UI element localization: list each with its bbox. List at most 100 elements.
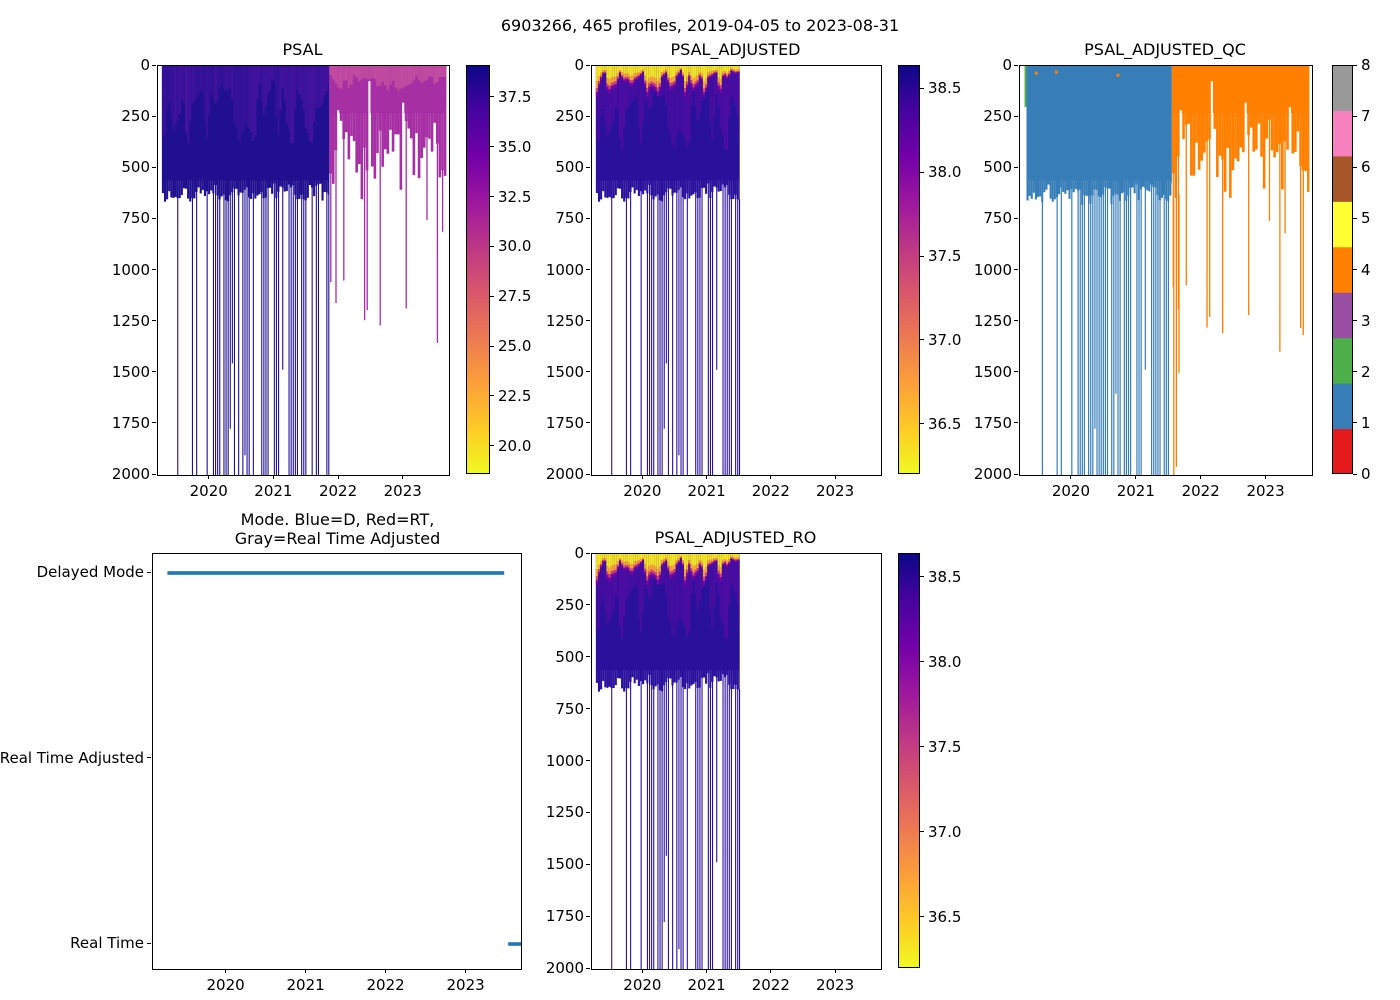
qc-x-tickmark	[1070, 475, 1072, 479]
adj-x-tickmark	[706, 475, 708, 479]
psal-colorbar-tickmark	[490, 345, 494, 347]
ro-y-tickmark	[586, 604, 590, 606]
psal-colorbar-tickmark	[490, 445, 494, 447]
mode-y-tick-label: Real Time	[70, 934, 144, 952]
mode-y-tick-label: Delayed Mode	[36, 563, 144, 581]
psal-colorbar-tick-label: 35.0	[498, 137, 532, 156]
qc-y-tick-label: 500	[983, 158, 1012, 177]
adj-colorbar-tick-label: 37.5	[928, 247, 962, 266]
qc-colorbar-tick-label: 2	[1361, 362, 1371, 381]
psal-colorbar	[466, 65, 490, 474]
ro-x-tickmark	[834, 969, 836, 973]
adj-y-tickmark	[586, 422, 590, 424]
qc-y-tick-label: 2000	[973, 465, 1012, 483]
adj-x-tickmark	[641, 475, 643, 479]
psal-x-tickmark	[272, 475, 274, 479]
qc-y-tickmark	[1014, 320, 1018, 322]
adj-y-tick-label: 1000	[545, 260, 584, 279]
qc-y-tick-label: 1000	[973, 260, 1012, 279]
panel-title-psal: PSAL	[282, 40, 323, 59]
adj-colorbar-tick-label: 36.5	[928, 414, 962, 433]
psal-adjusted-ro-heatmap-axes	[591, 553, 882, 970]
ro-x-tick-label: 2023	[815, 976, 855, 994]
ro-colorbar-tickmark	[920, 661, 924, 663]
psal-y-tick-label: 1750	[111, 413, 150, 432]
qc-colorbar-tickmark	[1353, 269, 1357, 270]
adj-y-tickmark	[586, 473, 590, 475]
psal-x-tick-label: 2021	[254, 482, 293, 500]
qc-y-tick-label: 1250	[973, 311, 1012, 330]
ro-heatmap	[595, 554, 741, 969]
adj-y-tickmark	[586, 115, 590, 117]
mode-y-tickmark	[147, 757, 151, 758]
adj-y-tick-label: 1750	[545, 413, 584, 432]
ro-colorbar-tickmark	[920, 831, 924, 833]
qc-colorbar-tickmark	[1353, 422, 1357, 424]
qc-colorbar-tick-label: 1	[1361, 413, 1371, 432]
ro-y-tick-label: 750	[555, 699, 584, 718]
qc-y-tickmark	[1014, 269, 1018, 270]
mode-x-tickmark	[305, 969, 307, 973]
ro-y-tickmark	[586, 760, 590, 761]
adj-x-tick-label: 2021	[687, 482, 726, 500]
mode-x-tick-label: 2021	[286, 976, 325, 994]
adj-colorbar-tickmark	[920, 171, 924, 173]
adj-colorbar-tick-label: 38.5	[928, 79, 962, 98]
qc-colorbar-tick-label: 0	[1361, 465, 1371, 483]
psal-y-tick-label: 500	[121, 158, 150, 177]
psal-y-tick-label: 0	[140, 56, 150, 74]
psal-adjusted-qc-colorbar	[1332, 65, 1353, 475]
ro-y-tick-label: 500	[555, 647, 584, 666]
mode-line-axes	[152, 553, 522, 970]
adj-y-tickmark	[586, 320, 590, 322]
psal-y-tick-label: 750	[121, 209, 150, 228]
qc-colorbar-tickmark	[1353, 473, 1357, 475]
qc-colorbar-tick-label: 7	[1361, 107, 1371, 126]
ro-x-tick-label: 2021	[687, 976, 726, 994]
ro-y-tick-label: 1250	[545, 803, 584, 822]
qc-x-tickmark	[1135, 475, 1137, 479]
adj-x-tickmark	[834, 475, 836, 479]
ro-x-tick-label: 2022	[751, 976, 790, 994]
ro-y-tick-label: 1500	[545, 855, 584, 874]
psal-heatmap	[161, 66, 447, 475]
adj-y-tickmark	[586, 269, 590, 270]
psal-x-tickmark	[337, 475, 339, 479]
psal-colorbar-tickmark	[490, 395, 494, 397]
qc-y-tick-label: 1500	[973, 362, 1012, 381]
ro-colorbar-tick-label: 36.5	[928, 907, 962, 926]
mode-y-tickmark	[147, 571, 151, 573]
ro-y-tickmark	[586, 708, 590, 710]
ro-y-tick-label: 0	[574, 544, 584, 562]
qc-y-tick-label: 250	[983, 107, 1012, 126]
psal-colorbar-tick-label: 22.5	[498, 386, 532, 405]
psal-x-tick-label: 2020	[189, 482, 228, 500]
panel-title-psal-adjusted: PSAL_ADJUSTED	[670, 40, 801, 59]
psal-colorbar-tickmark	[490, 146, 494, 148]
psal-x-tick-label: 2023	[383, 482, 422, 500]
qc-colorbar-tick-label: 6	[1361, 158, 1371, 177]
qc-colorbar-tickmark	[1353, 166, 1357, 168]
qc-heatmap	[1024, 66, 1310, 475]
ro-x-tick-label: 2020	[623, 976, 662, 994]
qc-y-tickmark	[1014, 166, 1018, 168]
qc-colorbar-tickmark	[1353, 64, 1357, 66]
qc-colorbar-tickmark	[1353, 115, 1357, 117]
adj-x-tick-label: 2020	[623, 482, 662, 500]
psal-adjusted-heatmap-axes	[591, 65, 882, 476]
ro-y-tickmark	[586, 967, 590, 969]
ro-x-tickmark	[641, 969, 643, 973]
ro-y-tick-label: 1000	[545, 751, 584, 770]
psal-y-tickmark	[152, 371, 156, 373]
ro-colorbar-tick-label: 37.0	[928, 822, 962, 841]
panel-title-psal-adjusted-qc: PSAL_ADJUSTED_QC	[1084, 40, 1246, 59]
qc-y-tickmark	[1014, 217, 1018, 219]
adj-y-tickmark	[586, 64, 590, 66]
adj-y-tick-label: 1250	[545, 311, 584, 330]
panel-title-mode: Mode. Blue=D, Red=RT, Gray=Real Time Adju…	[234, 510, 441, 548]
qc-x-tick-label: 2021	[1116, 482, 1155, 500]
ro-y-tickmark	[586, 552, 590, 554]
qc-colorbar-tickmark	[1353, 320, 1357, 322]
mode-x-tickmark	[225, 969, 227, 973]
mode-x-tick-label: 2022	[366, 976, 405, 994]
